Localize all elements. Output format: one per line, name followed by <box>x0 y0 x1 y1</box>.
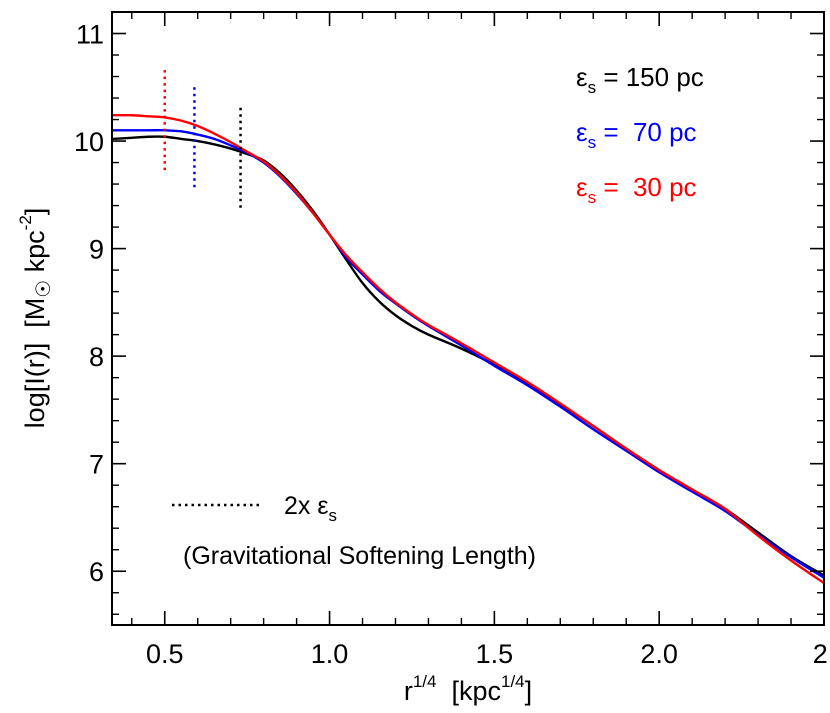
dotted-line-key-label: 2x εs <box>284 492 337 525</box>
x-tick-label: 2.0 <box>640 639 678 669</box>
legend-entry-30pc: εs = 30 pc <box>576 172 697 207</box>
legend-entry-150pc: εs = 150 pc <box>576 62 704 97</box>
y-axis-title: log[I(r)] [M☉ kpc-2] <box>16 208 55 429</box>
axis-tick-labels: 0.5 1.0 1.5 2.0 2. 6 7 8 9 10 11 <box>74 20 830 669</box>
y-tick-label: 11 <box>76 20 104 50</box>
series-line-1 <box>111 129 825 579</box>
y-tick-label: 8 <box>89 342 104 372</box>
x-tick-label: 2. <box>813 639 830 669</box>
series-group <box>111 113 825 585</box>
legend: εs = 150 pc εs = 70 pc εs = 30 pc <box>576 62 704 207</box>
y-tick-label: 7 <box>89 450 104 480</box>
softening-note: (Gravitational Softening Length) <box>183 542 536 570</box>
legend-entry-70pc: εs = 70 pc <box>576 117 697 152</box>
x-tick-label: 1.0 <box>311 639 349 669</box>
x-tick-label: 1.5 <box>476 639 514 669</box>
y-tick-label: 9 <box>89 235 104 265</box>
softening-annotation: 2x εs (Gravitational Softening Length) <box>172 492 536 570</box>
y-tick-label: 6 <box>89 557 104 587</box>
series-line-2 <box>111 113 825 585</box>
plot-area <box>111 67 825 585</box>
x-tick-label: 0.5 <box>146 639 184 669</box>
x-axis-title: r1/4 [kpc1/4] <box>404 672 532 706</box>
axis-ticks <box>112 11 825 625</box>
softening-markers <box>163 67 242 208</box>
y-tick-label: 10 <box>74 127 104 157</box>
plot-frame <box>111 11 825 626</box>
